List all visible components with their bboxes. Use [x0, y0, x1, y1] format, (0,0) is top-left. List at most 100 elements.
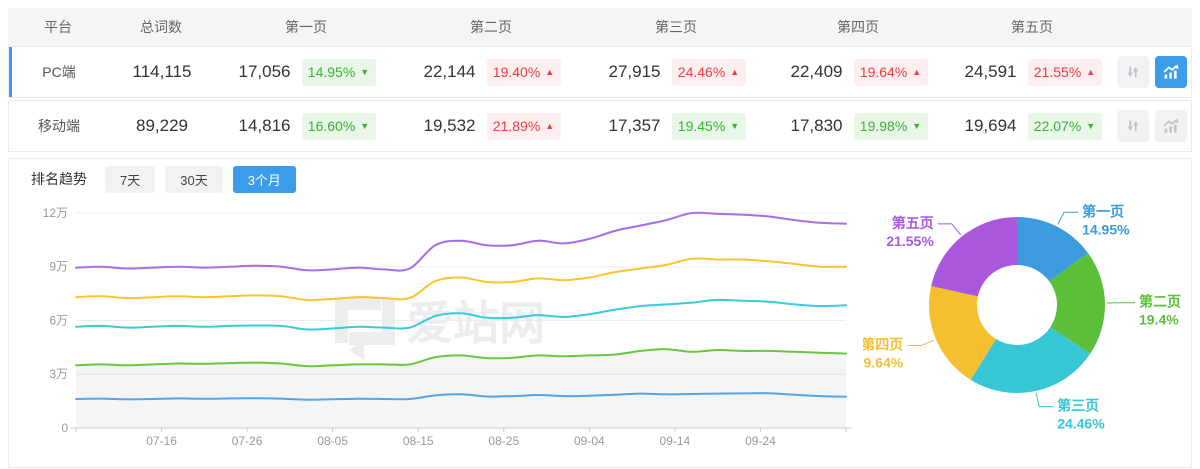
donut-pct-第四页: 19.64% [863, 355, 904, 371]
line-series-第一页[interactable] [75, 392, 847, 401]
donut-slice-第四页[interactable] [929, 286, 996, 380]
triangle-down-icon: ▼ [360, 120, 370, 131]
change-badge: 22.07% ▼ [1027, 112, 1102, 140]
x-tick-label: 09-14 [660, 434, 691, 448]
total-words: 114,115 [132, 62, 192, 81]
change-badge: 19.40% ▲ [486, 58, 561, 86]
header-page4: 第四页 [837, 19, 879, 35]
x-tick-label: 08-05 [317, 434, 348, 448]
donut-label-第四页: 第四页 [863, 337, 903, 353]
donut-label-line [1057, 211, 1079, 225]
y-tick-label: 3万 [49, 367, 68, 381]
change-badge: 19.98% ▼ [853, 112, 928, 140]
y-tick-label: 12万 [43, 206, 68, 220]
platform-label: 移动端 [38, 118, 80, 134]
donut-pct-第一页: 14.95% [1082, 221, 1130, 237]
panel-title: 排名趋势 [31, 171, 87, 187]
page-value: 17,056 [238, 62, 291, 81]
page-value: 22,409 [790, 62, 843, 81]
area-fill-第二页 [76, 349, 846, 428]
total-words: 89,229 [136, 116, 188, 135]
x-tick-label: 08-15 [403, 434, 434, 448]
x-tick-label: 07-26 [232, 434, 263, 448]
change-badge: 14.95% ▼ [301, 58, 376, 86]
donut-slice-第五页[interactable] [931, 217, 1017, 297]
trend-panel: 排名趋势 7天 30天 3个月 爱站网 07-16 07-26 08-05 08-15 0… [8, 158, 1192, 468]
header-page2: 第二页 [470, 19, 512, 35]
change-badge: 24.46% ▲ [671, 58, 746, 86]
page-value: 17,830 [790, 116, 843, 135]
page-value: 19,532 [423, 116, 476, 135]
header-page5: 第五页 [1011, 19, 1053, 35]
triangle-down-icon: ▼ [730, 120, 740, 131]
x-tick-label: 09-04 [574, 434, 605, 448]
page-value: 22,144 [423, 62, 476, 81]
page-value: 19,694 [964, 116, 1017, 135]
triangle-up-icon: ▲ [730, 66, 740, 77]
x-tick-label: 08-25 [488, 434, 519, 448]
table-row-mobile: 移动端 89,229 14,816 16.60% ▼ 19,532 21.89% ▲ 1… [8, 100, 1192, 152]
donut-label-line [937, 223, 961, 236]
change-badge: 16.60% ▼ [301, 112, 376, 140]
aizhan-watermark: 爱站网 [335, 297, 545, 360]
sort-arrows-icon [1127, 66, 1139, 78]
trend-chart-icon [1163, 118, 1179, 133]
tab-7days[interactable]: 7天 [105, 165, 156, 193]
donut-slice-第二页[interactable] [1049, 253, 1105, 354]
period-tabs: 7天 30天 3个月 [105, 165, 296, 193]
tab-30days[interactable]: 30天 [165, 165, 223, 193]
triangle-down-icon: ▼ [912, 120, 922, 131]
sort-button[interactable] [1117, 56, 1149, 88]
donut-slice-第三页[interactable] [970, 327, 1091, 394]
trend-chart-button[interactable] [1155, 110, 1187, 142]
page-share-donut-chart[interactable]: 第一页 14.95% 第二页 19.4% 第三页 24.46% 第四页 19.64% 第五页 21… [863, 195, 1187, 467]
donut-pct-第三页: 24.46% [1057, 416, 1105, 432]
donut-label-第五页: 第五页 [892, 215, 934, 231]
change-badge: 19.45% ▼ [671, 112, 746, 140]
page-value: 14,816 [238, 116, 291, 135]
donut-pct-第二页: 19.4% [1139, 312, 1179, 328]
page-value: 24,591 [964, 62, 1017, 81]
triangle-up-icon: ▲ [912, 66, 922, 77]
header-page1: 第一页 [285, 19, 327, 35]
line-series-第二页[interactable] [75, 348, 847, 368]
donut-label-第二页: 第二页 [1139, 294, 1181, 310]
triangle-up-icon: ▲ [1086, 66, 1096, 77]
change-badge: 19.64% ▲ [853, 58, 928, 86]
triangle-down-icon: ▼ [1086, 120, 1096, 131]
donut-slice-第一页[interactable] [1017, 217, 1088, 282]
tab-3months[interactable]: 3个月 [232, 165, 296, 193]
donut-label-line [907, 339, 935, 346]
triangle-up-icon: ▲ [545, 120, 555, 131]
table-header: 平台 总词数 第一页 第二页 第三页 第四页 第五页 [8, 8, 1192, 46]
header-platform: 平台 [44, 19, 72, 35]
change-badge: 21.55% ▲ [1027, 58, 1102, 86]
line-series-第四页[interactable] [75, 257, 847, 301]
x-tick-label: 07-16 [146, 434, 177, 448]
y-tick-label: 6万 [49, 314, 68, 328]
page-value: 17,357 [608, 116, 661, 135]
page-value: 27,915 [608, 62, 661, 81]
donut-pct-第五页: 21.55% [886, 233, 934, 249]
change-badge: 21.89% ▲ [486, 112, 561, 140]
donut-label-第三页: 第三页 [1057, 398, 1099, 414]
donut-label-第一页: 第一页 [1082, 203, 1124, 219]
line-series-第三页[interactable] [75, 298, 847, 331]
trend-chart-icon [1163, 64, 1179, 79]
platform-label: PC端 [42, 64, 76, 80]
trend-panel-header: 排名趋势 7天 30天 3个月 [9, 159, 1191, 199]
rank-table: 平台 总词数 第一页 第二页 第三页 第四页 第五页 PC端 114,115 1… [8, 8, 1192, 152]
header-total: 总词数 [140, 19, 182, 35]
trend-chart-button[interactable] [1155, 56, 1187, 88]
donut-label-line [1035, 392, 1054, 408]
sort-button[interactable] [1117, 110, 1149, 142]
header-page3: 第三页 [655, 19, 697, 35]
triangle-up-icon: ▲ [545, 66, 555, 77]
x-tick-label: 09-24 [745, 434, 776, 448]
y-tick-label: 0 [61, 421, 68, 435]
line-series-第五页[interactable] [75, 211, 847, 272]
sort-arrows-icon [1127, 120, 1139, 132]
y-tick-label: 9万 [49, 260, 68, 274]
